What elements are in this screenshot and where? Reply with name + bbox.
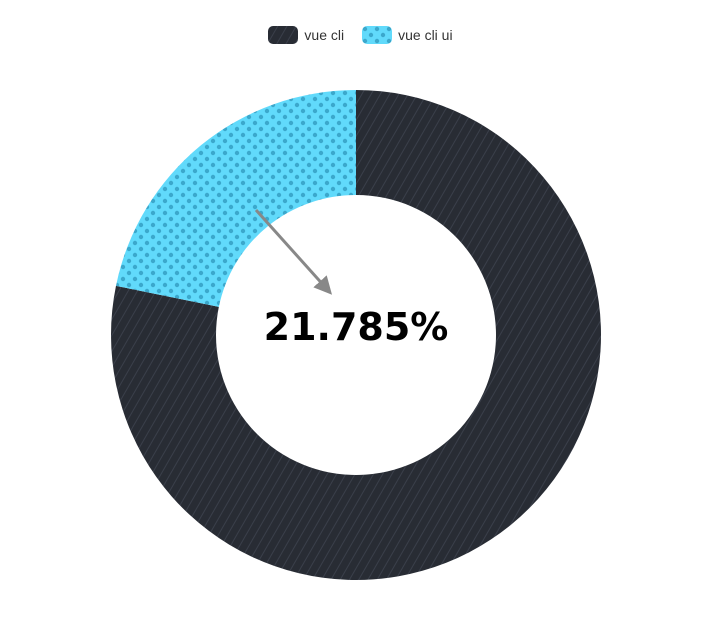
legend-swatch-vue-cli-ui xyxy=(362,26,393,44)
legend-label-vue-cli: vue cli xyxy=(304,27,345,43)
annotation-arrow xyxy=(254,208,333,295)
donut-slice-vue-cli-ui[interactable] xyxy=(115,90,356,307)
legend-swatch-vue-cli xyxy=(268,26,299,44)
donut-slices xyxy=(111,90,602,580)
chart-legend: vue cli vue cli ui xyxy=(0,26,721,44)
legend-item-vue-cli-ui[interactable]: vue cli ui xyxy=(362,26,453,44)
legend-item-vue-cli[interactable]: vue cli xyxy=(268,26,344,44)
donut-slice-vue-cli[interactable] xyxy=(111,90,602,580)
center-percentage-label: 21.785% xyxy=(264,305,449,349)
legend-label-vue-cli-ui: vue cli ui xyxy=(398,27,453,43)
